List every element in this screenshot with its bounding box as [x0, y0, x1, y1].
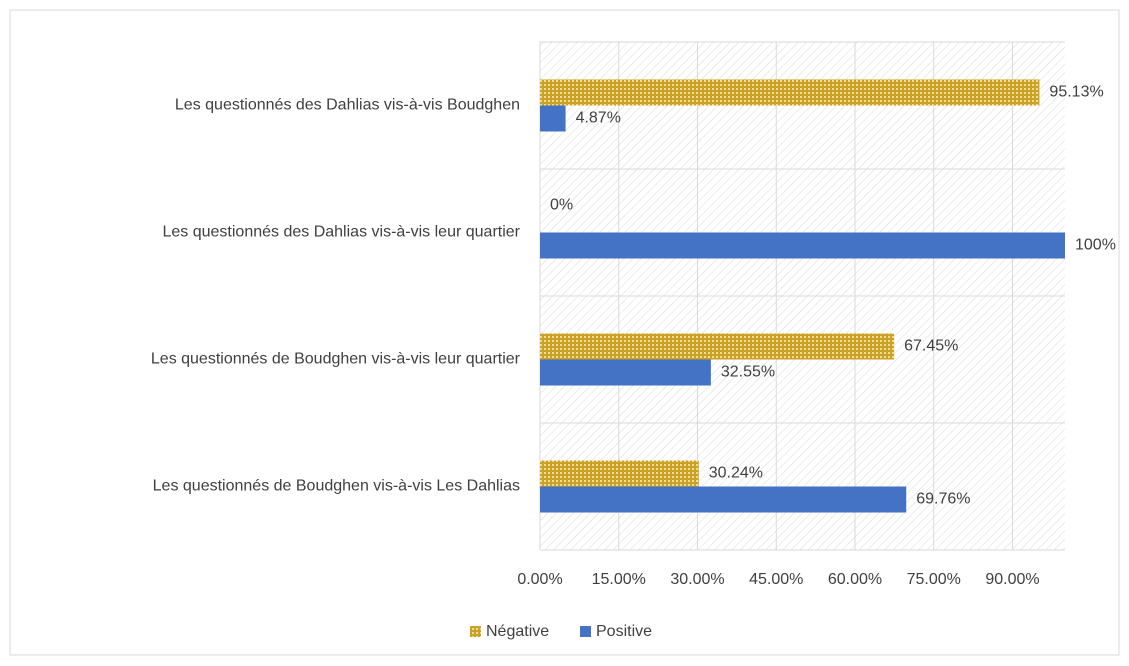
- x-tick-label: 45.00%: [749, 571, 803, 588]
- x-tick-label: 30.00%: [670, 571, 724, 588]
- x-tick-label: 90.00%: [985, 571, 1039, 588]
- x-tick-label: 15.00%: [592, 571, 646, 588]
- data-label: 0%: [550, 197, 573, 214]
- legend-label: Positive: [596, 623, 652, 640]
- x-tick-label: 75.00%: [907, 571, 961, 588]
- x-tick-label: 0.00%: [517, 571, 562, 588]
- y-tick-label: Les questionnés de Boudghen vis-à-vis le…: [151, 351, 521, 368]
- legend-label: Négative: [486, 623, 549, 640]
- bar: [540, 460, 699, 487]
- x-tick-label: 60.00%: [828, 571, 882, 588]
- data-label: 4.87%: [576, 110, 621, 127]
- data-label: 32.55%: [721, 364, 775, 381]
- legend-swatch: [470, 626, 481, 637]
- bar: [540, 105, 566, 132]
- chart-border: [9, 9, 1120, 656]
- data-label: 95.13%: [1049, 84, 1103, 101]
- bar: [540, 359, 711, 386]
- y-tick-label: Les questionnés de Boudghen vis-à-vis Le…: [153, 478, 520, 495]
- data-label: 100%: [1075, 237, 1116, 254]
- y-tick-label: Les questionnés des Dahlias vis-à-vis Bo…: [175, 97, 520, 114]
- data-label: 67.45%: [904, 338, 958, 355]
- legend-swatch: [580, 626, 591, 637]
- bar: [540, 486, 907, 513]
- y-tick-label: Les questionnés des Dahlias vis-à-vis le…: [162, 224, 520, 241]
- bar: [540, 232, 1065, 259]
- bar: [540, 79, 1040, 106]
- data-label: 30.24%: [709, 465, 763, 482]
- data-label: 69.76%: [916, 491, 970, 508]
- bar: [540, 333, 895, 360]
